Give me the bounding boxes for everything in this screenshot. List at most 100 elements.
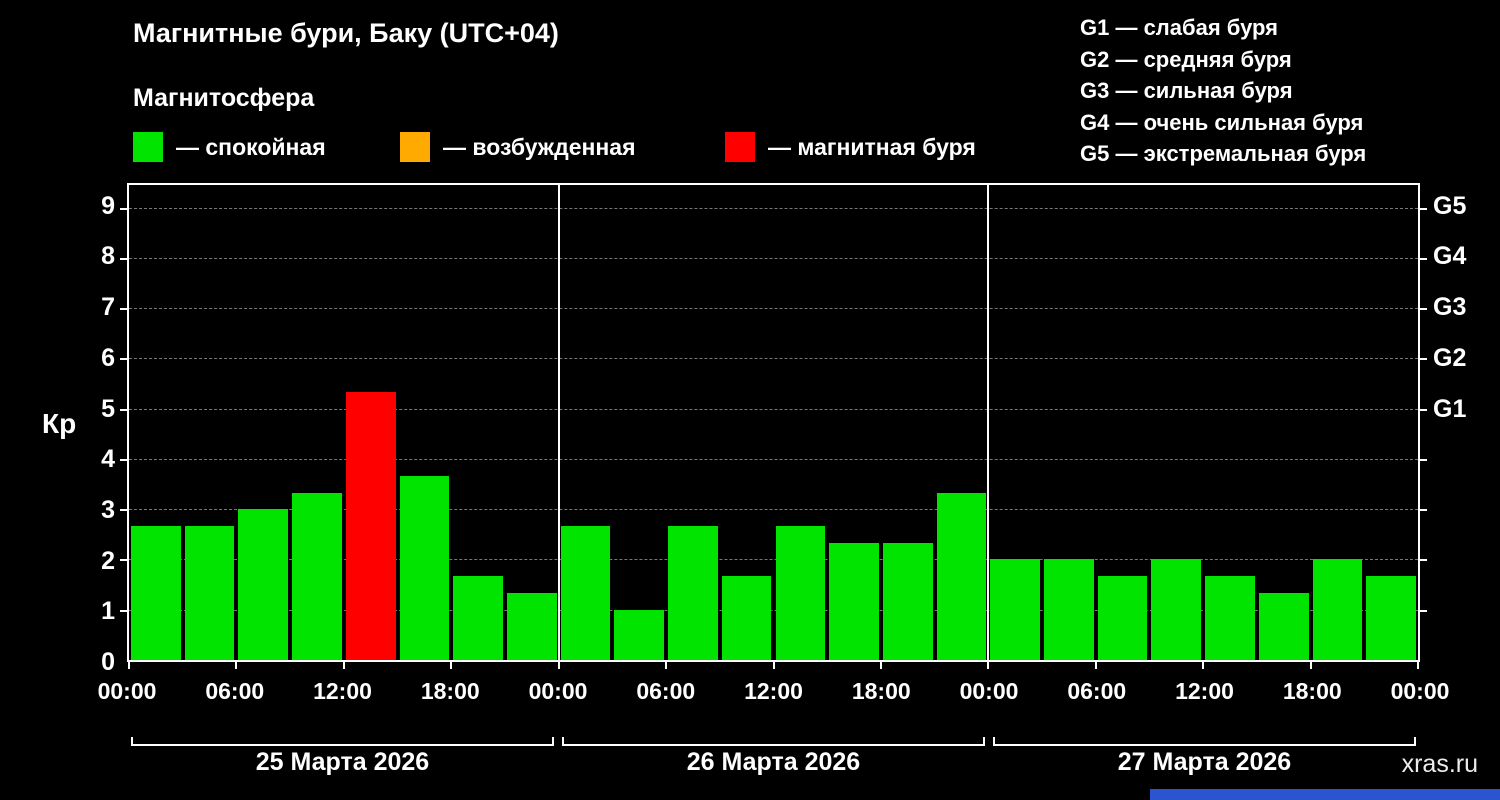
footer-accent-bar	[1150, 789, 1500, 800]
left-axis-tick	[120, 458, 128, 461]
kp-bar	[829, 542, 879, 660]
day-divider-line	[557, 185, 560, 660]
g-scale-label: G2	[1433, 343, 1467, 372]
left-axis-tick	[120, 509, 128, 512]
y-axis-tick-labels: 0 1 2 3 4 5 6 7 8 9	[50, 183, 115, 676]
left-axis-tick	[120, 559, 128, 562]
y-tick-label: 5	[101, 394, 115, 423]
x-tick-label: 00:00	[528, 678, 588, 704]
kp-bar	[238, 509, 289, 660]
y-tick-label: 2	[101, 546, 115, 575]
left-axis-tick	[120, 257, 128, 260]
kp-bar	[1151, 559, 1202, 660]
x-axis-tick	[665, 660, 668, 669]
kp-bar	[614, 609, 665, 660]
kp-bar	[184, 525, 235, 660]
date-label: 26 Марта 2026	[686, 748, 861, 776]
right-axis-tick	[1419, 257, 1427, 260]
kp-bar	[1044, 559, 1094, 660]
quiet-swatch-icon	[133, 132, 163, 162]
legend-label-quiet: — спокойная	[176, 133, 326, 160]
legend-item-quiet: — спокойная	[133, 132, 326, 162]
g1-legend-line: G1 — слабая буря	[1080, 15, 1279, 40]
date-segment: 26 Марта 2026	[561, 737, 985, 776]
x-tick-label: 12:00	[313, 678, 372, 704]
gridline	[129, 559, 1418, 561]
g-scale-label: G5	[1433, 191, 1467, 220]
y-tick-label: 3	[101, 495, 115, 524]
right-axis-tick	[1419, 559, 1427, 562]
x-axis-tick	[557, 660, 560, 669]
date-label: 27 Марта 2026	[1117, 748, 1292, 776]
gridline	[129, 257, 1418, 259]
kp-bar	[560, 525, 611, 660]
gridline	[129, 207, 1418, 209]
x-tick-label: 18:00	[851, 678, 911, 704]
kp-bar	[1258, 593, 1309, 660]
watermark: xras.ru	[1401, 750, 1478, 778]
active-swatch-icon	[400, 132, 430, 162]
x-tick-label: 00:00	[97, 678, 157, 704]
kp-bar	[1312, 559, 1363, 660]
kp-bar	[775, 525, 826, 660]
storm-scale-legend: G1 — слабая буря G2 — средняя буря G3 — …	[1080, 12, 1366, 170]
plot-area	[120, 183, 1427, 669]
y-tick-label: 7	[101, 293, 115, 322]
x-axis-tick	[1094, 660, 1097, 669]
page-title: Магнитные бури, Баку (UTC+04)	[133, 18, 559, 48]
kp-bar	[399, 475, 450, 660]
legend-item-active: — возбужденная	[400, 132, 636, 162]
g-scale-label: G4	[1433, 242, 1467, 271]
y-axis-label: Кр	[42, 408, 77, 439]
left-axis-tick	[120, 308, 128, 311]
date-segment: 25 Марта 2026	[131, 737, 554, 776]
gridline	[129, 308, 1418, 310]
x-axis-tick	[987, 660, 990, 669]
date-axis: 25 Марта 2026 26 Марта 2026 27 Марта 2026	[127, 737, 1420, 797]
y-tick-label: 9	[101, 191, 115, 220]
x-tick-label: 12:00	[744, 678, 803, 704]
g5-legend-line: G5 — экстремальная буря	[1080, 141, 1367, 166]
g2-legend-line: G2 — средняя буря	[1080, 46, 1292, 72]
right-axis-tick	[1419, 509, 1427, 512]
gridline	[129, 509, 1418, 511]
kp-bar	[936, 492, 987, 660]
gridline	[129, 609, 1418, 611]
right-axis-tick	[1419, 207, 1427, 210]
day-divider-line	[987, 185, 990, 660]
x-axis-tick	[879, 660, 882, 669]
g-scale-label: G1	[1433, 394, 1467, 423]
gridline	[129, 408, 1418, 410]
x-tick-label: 18:00	[420, 678, 480, 704]
x-axis-tick	[1309, 660, 1312, 669]
x-axis-tick	[450, 660, 453, 669]
y-tick-label: 8	[101, 242, 115, 271]
legend-label-active: — возбужденная	[443, 133, 636, 160]
y-tick-label: 1	[101, 597, 115, 626]
kp-bar	[668, 525, 718, 660]
x-axis-tick	[128, 660, 130, 669]
date-label: 25 Марта 2026	[255, 748, 430, 776]
x-tick-label: 06:00	[1067, 678, 1127, 704]
kp-bar	[721, 576, 772, 660]
kp-bar	[131, 525, 181, 660]
x-axis-tick	[235, 660, 238, 669]
y-tick-label: 0	[101, 648, 115, 676]
magnetosphere-subtitle: Магнитосфера	[133, 84, 315, 112]
kp-bar	[990, 559, 1041, 660]
x-axis-tick	[1417, 660, 1419, 669]
kp-bar	[1366, 576, 1416, 660]
x-axis-tick	[1202, 660, 1205, 669]
right-axis-tick	[1419, 609, 1427, 612]
kp-bar	[882, 542, 933, 660]
g3-legend-line: G3 — сильная буря	[1080, 78, 1293, 103]
x-axis-tick-labels: 00:00 06:00 12:00 18:00 00:00 06:00 12:00 18:00…	[98, 678, 1450, 708]
x-tick-label: 00:00	[1390, 678, 1450, 704]
storm-swatch-icon	[725, 132, 755, 162]
right-axis-tick	[1419, 458, 1427, 461]
kp-bar	[1205, 576, 1255, 660]
right-axis-tick	[1419, 358, 1427, 361]
gridline	[129, 358, 1418, 360]
x-tick-label: 06:00	[636, 678, 696, 704]
x-tick-label: 00:00	[959, 678, 1019, 704]
